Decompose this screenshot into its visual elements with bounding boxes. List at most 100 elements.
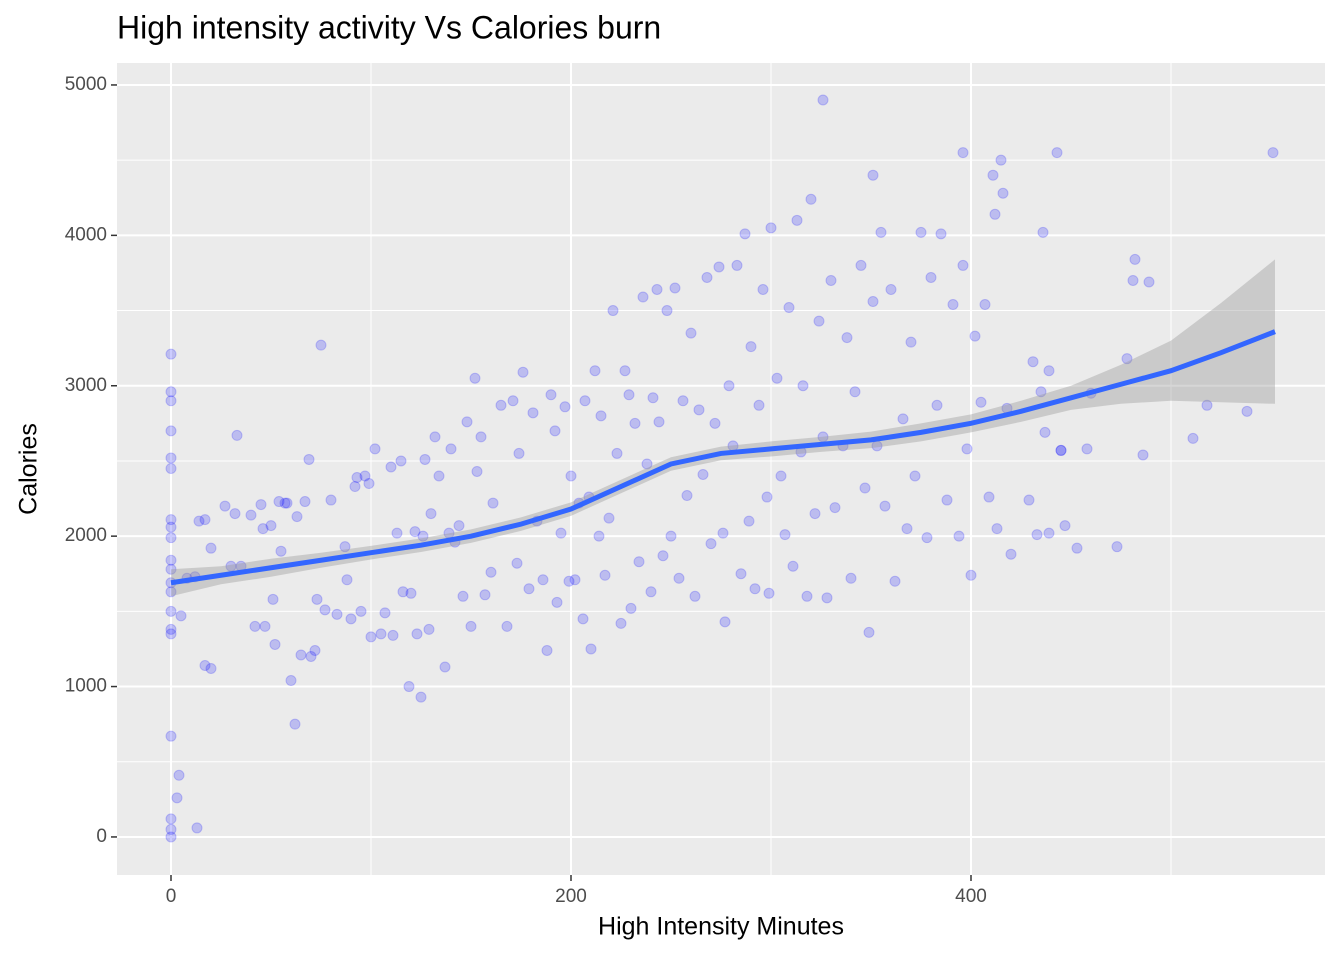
data-point bbox=[425, 508, 437, 520]
data-point bbox=[165, 386, 177, 398]
data-point bbox=[829, 502, 841, 514]
data-point bbox=[983, 491, 995, 503]
data-point bbox=[173, 769, 185, 781]
data-point bbox=[445, 443, 457, 455]
data-point bbox=[193, 515, 205, 527]
data-point bbox=[541, 644, 553, 656]
data-point bbox=[889, 575, 901, 587]
data-point bbox=[735, 568, 747, 580]
data-point bbox=[1241, 405, 1253, 417]
data-point bbox=[1043, 527, 1055, 539]
data-point bbox=[545, 389, 557, 401]
data-point bbox=[957, 147, 969, 159]
data-point bbox=[885, 283, 897, 295]
data-point bbox=[1059, 520, 1071, 532]
data-point bbox=[897, 413, 909, 425]
data-point bbox=[723, 380, 735, 392]
data-point bbox=[931, 399, 943, 411]
data-point bbox=[165, 462, 177, 474]
data-point bbox=[359, 470, 371, 482]
data-point bbox=[273, 496, 285, 508]
data-point bbox=[1143, 276, 1155, 288]
data-point bbox=[901, 523, 913, 535]
data-point bbox=[265, 520, 277, 532]
data-point bbox=[1081, 443, 1093, 455]
data-point bbox=[191, 822, 203, 834]
data-point bbox=[429, 431, 441, 443]
data-point bbox=[705, 538, 717, 550]
data-point bbox=[281, 497, 293, 509]
data-point bbox=[645, 586, 657, 598]
chart-title: High intensity activity Vs Calories burn bbox=[117, 9, 661, 45]
data-point bbox=[165, 813, 177, 825]
data-point bbox=[559, 401, 571, 413]
data-point bbox=[259, 620, 271, 632]
data-point bbox=[863, 626, 875, 638]
data-point bbox=[165, 348, 177, 360]
data-point bbox=[669, 282, 681, 294]
data-point bbox=[175, 610, 187, 622]
data-point bbox=[1129, 253, 1141, 265]
data-point bbox=[475, 431, 487, 443]
data-point bbox=[267, 593, 279, 605]
data-point bbox=[351, 471, 363, 483]
panel-background bbox=[117, 63, 1325, 875]
data-point bbox=[1035, 386, 1047, 398]
data-point bbox=[339, 541, 351, 553]
data-point bbox=[845, 572, 857, 584]
data-point bbox=[731, 259, 743, 271]
data-point bbox=[419, 453, 431, 465]
data-point bbox=[565, 470, 577, 482]
data-point bbox=[915, 226, 927, 238]
data-point bbox=[579, 395, 591, 407]
y-tick-label: 2000 bbox=[65, 525, 107, 546]
data-point bbox=[997, 187, 1009, 199]
data-point bbox=[415, 691, 427, 703]
data-point bbox=[363, 478, 375, 490]
data-point bbox=[991, 523, 1003, 535]
data-point bbox=[701, 271, 713, 283]
data-point bbox=[957, 259, 969, 271]
data-point bbox=[651, 283, 663, 295]
data-point bbox=[1137, 449, 1149, 461]
data-point bbox=[279, 497, 291, 509]
data-point bbox=[867, 296, 879, 308]
data-point bbox=[817, 94, 829, 106]
data-point bbox=[633, 556, 645, 568]
data-point bbox=[905, 336, 917, 348]
data-point bbox=[299, 496, 311, 508]
data-point bbox=[229, 508, 241, 520]
data-point bbox=[805, 193, 817, 205]
data-point bbox=[761, 491, 773, 503]
data-point bbox=[487, 497, 499, 509]
data-point bbox=[607, 305, 619, 317]
data-point bbox=[1111, 541, 1123, 553]
y-tick-label: 5000 bbox=[65, 74, 107, 95]
data-point bbox=[673, 572, 685, 584]
data-point bbox=[1127, 274, 1139, 286]
data-point bbox=[757, 283, 769, 295]
data-point bbox=[165, 563, 177, 575]
data-point bbox=[403, 681, 415, 693]
data-point bbox=[433, 470, 445, 482]
data-point bbox=[255, 499, 267, 511]
data-point bbox=[1043, 365, 1055, 377]
data-point bbox=[165, 730, 177, 742]
data-point bbox=[783, 302, 795, 314]
data-point bbox=[275, 545, 287, 557]
data-point bbox=[637, 291, 649, 303]
data-point bbox=[599, 569, 611, 581]
data-point bbox=[661, 305, 673, 317]
data-point bbox=[165, 831, 177, 843]
data-point bbox=[331, 608, 343, 620]
data-point bbox=[585, 643, 597, 655]
data-point bbox=[995, 154, 1007, 166]
data-point bbox=[987, 169, 999, 181]
y-tick-label: 3000 bbox=[65, 375, 107, 396]
data-point bbox=[309, 644, 321, 656]
data-point bbox=[629, 417, 641, 429]
data-point bbox=[685, 327, 697, 339]
data-point bbox=[479, 589, 491, 601]
data-point bbox=[319, 604, 331, 616]
data-point bbox=[765, 222, 777, 234]
